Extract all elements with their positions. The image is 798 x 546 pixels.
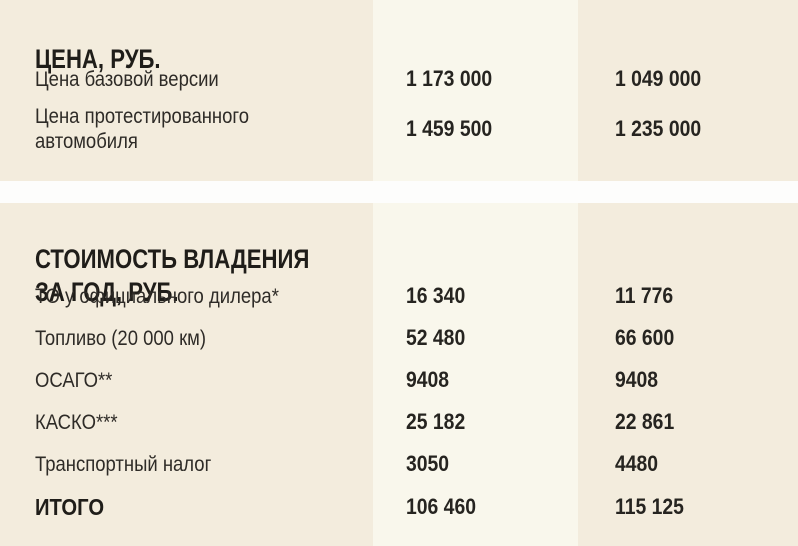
section-price-title-text: ЦЕНА, РУБ.: [35, 44, 161, 74]
row-value-car1: 1 459 500: [406, 116, 493, 141]
section-price-title: ЦЕНА, РУБ.: [35, 10, 188, 76]
row-value-car2: 115 125: [615, 494, 684, 519]
table-row-osago: ОСАГО** 9408 9408: [0, 359, 798, 401]
table-row-total: ИТОГО 106 460 115 125: [0, 485, 798, 529]
section-price: ЦЕНА, РУБ. Цена базовой версии 1 173 000…: [0, 0, 798, 181]
row-label: Цена базовой версии: [35, 67, 219, 91]
section-ownership-title-text: СТОИМОСТЬ ВЛАДЕНИЯ ЗА ГОД, РУБ.: [35, 244, 310, 307]
row-label: Транспортный налог: [35, 452, 212, 476]
table-row-fuel: Топливо (20 000 км) 52 480 66 600: [0, 317, 798, 359]
row-value-car1: 25 182: [406, 409, 466, 434]
table-row-kasko: КАСКО*** 25 182 22 861: [0, 401, 798, 443]
row-value-car2: 11 776: [615, 283, 674, 308]
table-row-base-price: Цена базовой версии 1 173 000 1 049 000: [0, 56, 798, 102]
row-label: Цена протестированного автомобиля: [35, 105, 250, 153]
row-value-car1: 16 340: [406, 283, 466, 308]
row-value-car1: 106 460: [406, 494, 476, 519]
section-ownership-title: СТОИМОСТЬ ВЛАДЕНИЯ ЗА ГОД, РУБ.: [35, 210, 370, 309]
table-row-maintenance: ТО у официального дилера* 16 340 11 776: [0, 275, 798, 317]
row-label-total: ИТОГО: [35, 493, 105, 520]
row-value-car2: 1 049 000: [615, 66, 702, 91]
column1-highlight-band: [373, 203, 578, 546]
row-value-car2: 1 235 000: [615, 116, 702, 141]
row-value-car1: 1 173 000: [406, 66, 493, 91]
row-value-car1: 3050: [406, 451, 450, 476]
table-row-tested-price: Цена протестированного автомобиля 1 459 …: [0, 100, 798, 158]
section-ownership-cost: СТОИМОСТЬ ВЛАДЕНИЯ ЗА ГОД, РУБ. ТО у офи…: [0, 203, 798, 546]
row-label: ОСАГО**: [35, 368, 113, 392]
row-value-car2: 9408: [615, 367, 659, 392]
row-value-car2: 66 600: [615, 325, 675, 350]
table-row-transport-tax: Транспортный налог 3050 4480: [0, 443, 798, 485]
row-value-car2: 22 861: [615, 409, 675, 434]
row-label: ТО у официального дилера*: [35, 284, 279, 308]
column1-highlight-band: [373, 0, 578, 181]
row-value-car1: 9408: [406, 367, 450, 392]
row-value-car1: 52 480: [406, 325, 466, 350]
row-label: Топливо (20 000 км): [35, 326, 207, 350]
row-label: КАСКО***: [35, 410, 118, 434]
row-value-car2: 4480: [615, 451, 659, 476]
